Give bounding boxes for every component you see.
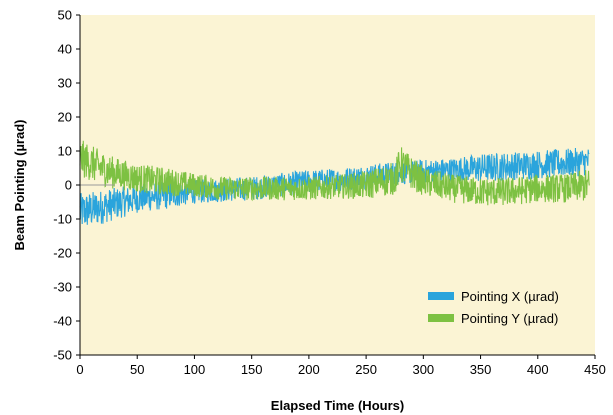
x-tick-label: 250 [355, 362, 377, 377]
y-tick-label: 10 [58, 144, 72, 159]
x-tick-label: 450 [584, 362, 606, 377]
x-axis-title: Elapsed Time (Hours) [271, 398, 404, 413]
x-tick-label: 300 [412, 362, 434, 377]
y-tick-label: 40 [58, 42, 72, 57]
x-tick-label: 100 [184, 362, 206, 377]
y-tick-label: 30 [58, 76, 72, 91]
legend-label-pointing-y: Pointing Y (µrad) [461, 311, 558, 326]
y-tick-label: -50 [53, 348, 72, 363]
legend-label-pointing-x: Pointing X (µrad) [461, 289, 559, 304]
legend-swatch-pointing-y [428, 314, 454, 322]
y-tick-label: -20 [53, 246, 72, 261]
x-tick-label: 200 [298, 362, 320, 377]
y-axis-title: Beam Pointing (µrad) [12, 120, 27, 251]
y-tick-label: -40 [53, 314, 72, 329]
y-tick-label: 20 [58, 110, 72, 125]
x-tick-label: 0 [76, 362, 83, 377]
x-tick-label: 150 [241, 362, 263, 377]
y-tick-label: -10 [53, 212, 72, 227]
y-tick-label: 50 [58, 8, 72, 23]
legend-swatch-pointing-x [428, 292, 454, 300]
y-tick-label: -30 [53, 280, 72, 295]
y-tick-label: 0 [65, 178, 72, 193]
x-tick-label: 350 [470, 362, 492, 377]
x-tick-label: 400 [527, 362, 549, 377]
x-tick-label: 50 [130, 362, 144, 377]
